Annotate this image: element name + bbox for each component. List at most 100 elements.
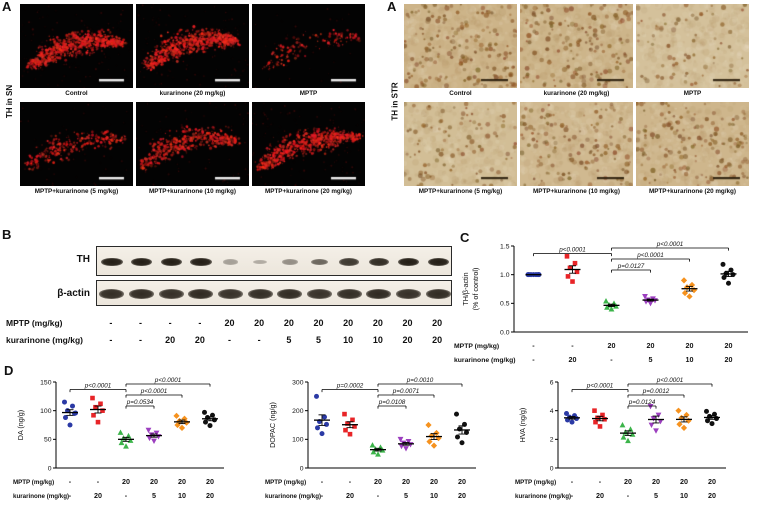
- micrograph-cell: Control: [404, 4, 517, 98]
- sn-image-grid: Control kurarinone (20 mg/kg) MPTP MPTP+…: [20, 4, 365, 196]
- data-point: [569, 419, 575, 425]
- p-value-label: p<0.0001: [558, 247, 585, 254]
- p-value-label: p<0.0001: [656, 241, 683, 248]
- data-point: [680, 424, 688, 431]
- data-point: [90, 395, 95, 401]
- data-point: [570, 279, 575, 284]
- micrograph-cell: kurarinone (20 mg/kg): [520, 4, 633, 98]
- str-micrograph-mptp-k5: [404, 102, 517, 186]
- micrograph-caption: MPTP+kurarinone (20 mg/kg): [649, 188, 736, 195]
- data-point: [377, 444, 384, 450]
- data-point: [454, 411, 459, 417]
- data-point: [342, 411, 347, 417]
- data-point: [603, 298, 609, 304]
- micrograph-caption: MPTP+kurarinone (5 mg/kg): [34, 188, 119, 195]
- data-point: [375, 451, 381, 457]
- blot-band: [218, 289, 243, 299]
- data-point: [352, 424, 357, 429]
- sn-micrograph-mptp: [252, 4, 365, 88]
- y-tick-label: 100: [40, 408, 52, 415]
- lane-dose-value: -: [198, 318, 202, 328]
- blot-band: [247, 289, 273, 299]
- lane-dose-value: 20: [194, 335, 205, 345]
- data-point: [370, 448, 377, 455]
- lane-dose-value: 20: [283, 318, 294, 328]
- dose-value: 5: [404, 491, 408, 500]
- str-axis-label: TH in STR: [390, 81, 400, 121]
- dose-value: 20: [652, 477, 660, 486]
- lane-dose-value: 5: [286, 335, 292, 345]
- str-micrograph-kurarinone: [520, 4, 633, 88]
- micrograph-cell: MPTP+kurarinone (5 mg/kg): [20, 102, 133, 196]
- dose-value: -: [97, 477, 100, 486]
- data-point: [704, 408, 709, 414]
- micrograph-caption: MPTP+kurarinone (20 mg/kg): [265, 188, 352, 195]
- blot-band: [425, 289, 451, 299]
- data-point: [565, 274, 571, 279]
- lane-dose-value: 20: [402, 318, 413, 328]
- data-point: [322, 414, 327, 420]
- blot-band: [396, 289, 421, 299]
- p-value-label: p=0.0127: [617, 263, 645, 270]
- panel-a-sn: A TH in SN Control kurarinone (20 mg/kg)…: [0, 0, 380, 210]
- str-micrograph-mptp-k20: [636, 102, 749, 186]
- data-point: [98, 401, 103, 407]
- data-point: [455, 434, 460, 440]
- sn-micrograph-control: [20, 4, 133, 88]
- data-point: [647, 403, 654, 410]
- data-point: [430, 442, 438, 449]
- data-point: [619, 422, 626, 428]
- y-tick-label: 1.0: [500, 272, 510, 279]
- dose-row-label: MPTP (mg/kg): [454, 343, 499, 350]
- dose-value: 20: [402, 477, 410, 486]
- dose-row-label: kurarinone (mg/kg): [454, 357, 516, 364]
- data-point: [91, 412, 96, 418]
- lane-dose-value: -: [109, 318, 113, 328]
- data-point: [629, 431, 636, 437]
- data-point: [397, 436, 404, 443]
- data-point: [345, 421, 350, 426]
- blot-band: [307, 289, 332, 299]
- data-point: [595, 415, 600, 421]
- data-point: [183, 419, 190, 426]
- dose-value: 5: [654, 491, 658, 500]
- p-value-label: p=0.0002: [336, 383, 364, 390]
- micrograph-caption: MPTP: [299, 90, 318, 97]
- data-point: [726, 280, 731, 286]
- y-tick-label: 4: [550, 408, 554, 415]
- kurarinone-dose-row-label: kurarinone (mg/kg): [6, 335, 83, 345]
- p-value-label: p<0.0001: [586, 383, 613, 390]
- data-point: [567, 265, 573, 271]
- mptp-dose-row: MPTP (mg/kg) - - - - 20 20 20 20 20 20 20 20: [0, 318, 455, 331]
- sn-axis-label-wrap: TH in SN: [2, 8, 18, 194]
- dose-value: -: [69, 477, 72, 486]
- data-point: [123, 443, 129, 449]
- dose-value: -: [627, 491, 630, 500]
- data-point: [118, 439, 125, 446]
- data-point: [653, 428, 659, 434]
- data-point: [593, 419, 598, 425]
- dose-row-label: MPTP (mg/kg): [515, 479, 556, 486]
- data-point: [173, 412, 180, 419]
- dose-value: 20: [178, 477, 186, 486]
- data-point: [324, 421, 329, 427]
- dose-value: 20: [624, 477, 632, 486]
- dose-value: 20: [122, 477, 130, 486]
- panel-letter-b: B: [2, 227, 12, 242]
- dose-value: 20: [458, 491, 466, 500]
- data-point: [459, 440, 465, 446]
- p-value-label: p<0.0001: [636, 252, 663, 259]
- lane-dose-value: 10: [343, 335, 354, 345]
- micrograph-cell: MPTP+kurarinone (20 mg/kg): [636, 102, 749, 196]
- blot-band: [277, 289, 303, 299]
- dose-value: 20: [596, 491, 604, 500]
- dose-value: 20: [430, 477, 438, 486]
- data-point: [145, 427, 152, 434]
- sn-micrograph-mptp-k5: [20, 102, 133, 186]
- sn-axis-label: TH in SN: [5, 84, 15, 118]
- lane-dose-value: 20: [432, 335, 443, 345]
- y-tick-label: 50: [44, 437, 52, 444]
- data-point: [426, 438, 433, 445]
- dose-value: 10: [178, 491, 186, 500]
- data-point: [403, 446, 409, 452]
